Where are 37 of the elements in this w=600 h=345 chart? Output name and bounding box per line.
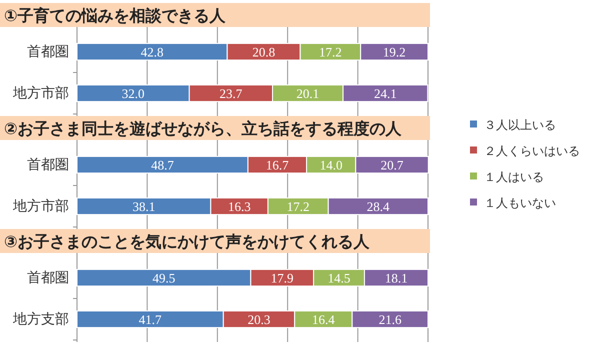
data-label: 38.1 [132,198,156,214]
data-label: 17.2 [319,44,342,60]
data-label: 49.5 [152,270,176,286]
data-label: 14.5 [328,270,350,286]
data-label: 20.7 [380,157,404,172]
y-tick-label: 首都圏 [27,44,69,60]
legend-label: ２人くらいはいる [484,144,580,158]
data-label: 24.1 [374,86,397,101]
data-label: 16.3 [228,198,251,214]
data-label: 16.4 [312,312,336,327]
data-label: 41.7 [138,312,162,327]
legend-label: １人もいない [484,196,556,210]
data-label: 20.1 [296,86,320,101]
legend-label: １人はいる [484,170,544,184]
data-label: 19.2 [382,44,406,60]
y-tick-label: 地方市部 [12,198,69,215]
data-label: 20.8 [252,44,276,60]
data-label: 17.9 [270,270,294,286]
data-label: 48.7 [151,157,174,172]
y-tick-label: 首都圏 [27,157,69,174]
y-tick-label: 地方支部 [12,312,69,328]
data-label: 28.4 [366,198,390,214]
data-label: 18.1 [384,270,408,286]
data-label: 42.8 [140,44,164,60]
data-label: 17.2 [286,198,310,214]
y-tick-label: 首都圏 [27,270,69,286]
chart-title: ③お子さまのことを気にかけて声をかけてくれる人 [4,232,371,251]
legend-label: ３人以上いる [484,118,556,132]
chart-title: ①子育ての悩みを相談できる人 [4,6,227,25]
data-label: 16.7 [266,157,290,172]
data-label: 23.7 [220,86,243,101]
data-label: 14.0 [320,157,342,172]
data-label: 21.6 [378,312,402,327]
data-label: 20.3 [248,312,270,327]
y-tick-label: 地方市部 [12,86,69,102]
data-label: 32.0 [122,86,145,101]
chart-title: ②お子さま同士を遊ばせながら、立ち話をする程度の人 [4,118,403,138]
